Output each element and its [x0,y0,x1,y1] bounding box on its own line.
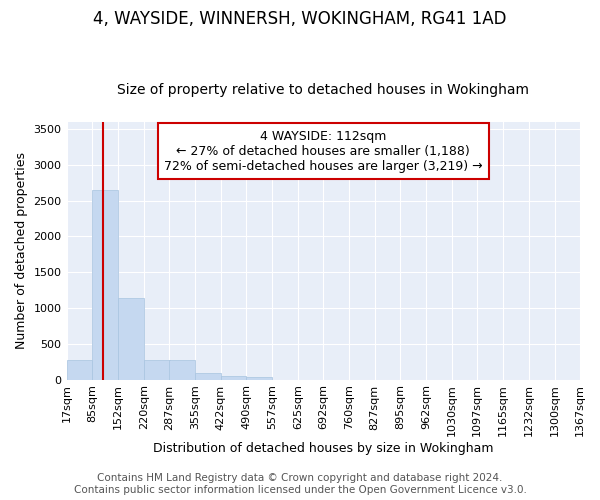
Text: Contains HM Land Registry data © Crown copyright and database right 2024.
Contai: Contains HM Land Registry data © Crown c… [74,474,526,495]
Y-axis label: Number of detached properties: Number of detached properties [15,152,28,349]
Text: 4, WAYSIDE, WINNERSH, WOKINGHAM, RG41 1AD: 4, WAYSIDE, WINNERSH, WOKINGHAM, RG41 1A… [93,10,507,28]
Bar [169,360,195,380]
Bar [118,298,144,380]
Bar [247,376,272,380]
Bar [221,376,247,380]
Text: 4 WAYSIDE: 112sqm  
← 27% of detached houses are smaller (1,188)
72% of semi-det: 4 WAYSIDE: 112sqm ← 27% of detached hous… [164,130,482,172]
Bar [92,190,118,380]
Title: Size of property relative to detached houses in Wokingham: Size of property relative to detached ho… [117,83,529,97]
Bar [144,360,170,380]
X-axis label: Distribution of detached houses by size in Wokingham: Distribution of detached houses by size … [153,442,494,455]
Bar [67,360,92,380]
Bar [195,373,221,380]
